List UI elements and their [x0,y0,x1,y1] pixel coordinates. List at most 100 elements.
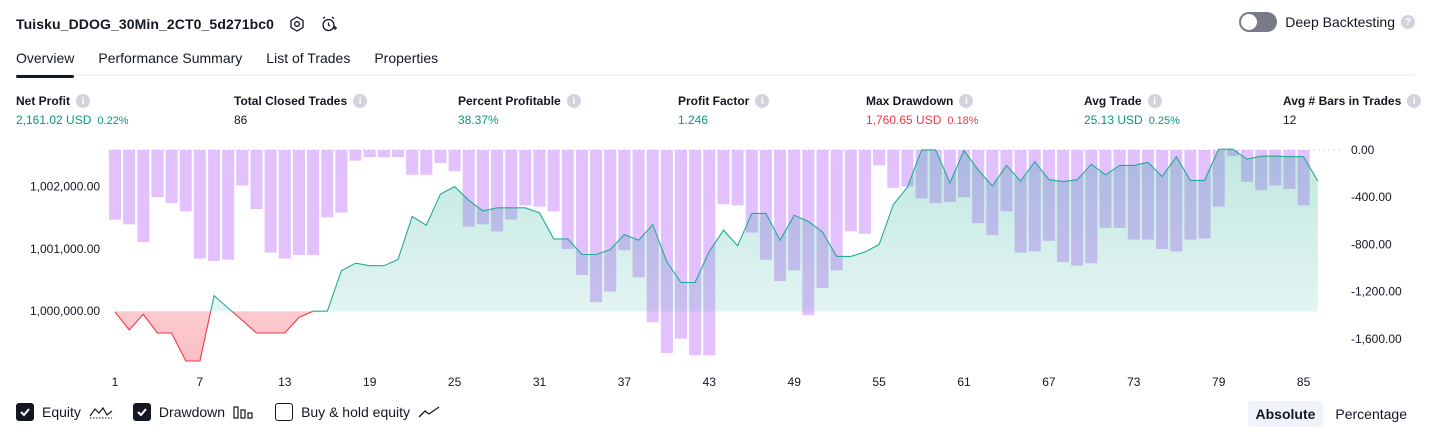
drawdown-bar [476,150,489,225]
drawdown-bar [307,150,320,255]
absolute-button[interactable]: Absolute [1247,401,1324,427]
info-icon[interactable]: i [755,94,770,108]
x-tick-label: 37 [618,375,632,389]
drawdown-bar [873,150,886,166]
drawdown-bar [689,150,702,356]
drawdown-bar [830,150,843,271]
buy-hold-checkbox[interactable] [275,403,294,421]
metric-label: Percent Profitable [458,94,561,108]
deep-backtesting-label: Deep Backtesting [1285,14,1395,30]
add-alert-icon[interactable] [320,15,338,33]
tab-properties[interactable]: Properties [374,50,439,66]
y-left-tick-label: 1,001,000.00 [30,242,100,256]
drawdown-bar [575,150,588,276]
drawdown-bar [434,150,447,163]
drawdown-bar [193,150,206,259]
equity-label: Equity [42,404,81,420]
x-tick-label: 79 [1212,375,1226,389]
info-icon[interactable]: i [1147,94,1162,108]
legend-equity[interactable]: Equity [16,403,113,421]
metric-value: 38.37% [458,113,499,127]
deep-backtesting-toggle[interactable] [1239,12,1278,32]
drawdown-checkbox[interactable] [132,403,151,421]
deep-backtesting: Deep Backtesting ? [1239,12,1415,32]
chart-legend: Equity Drawdown Buy & hold equity [16,403,462,421]
strategy-title: Tuisku_DDOG_30Min_2CT0_5d271bc0 [16,16,275,32]
info-icon[interactable]: i [566,94,581,108]
drawdown-bar [420,150,433,175]
drawdown-bar [717,150,730,205]
tab-bar: Overview Performance Summary List of Tra… [16,46,1415,78]
drawdown-bar [222,150,235,260]
metric-label: Avg Trade [1084,94,1142,108]
x-tick-label: 49 [788,375,802,389]
info-icon[interactable]: i [76,94,90,108]
drawdown-bar [335,150,348,213]
tab-overview[interactable]: Overview [16,46,75,78]
legend-buy-hold[interactable]: Buy & hold equity [275,403,442,421]
metric-label: Total Closed Trades [234,94,348,108]
drawdown-bar [349,150,362,161]
info-icon[interactable]: i [959,94,974,108]
drawdown-bar [278,150,291,259]
percentage-button[interactable]: Percentage [1335,406,1407,422]
metric-profit-factor: Profit Factor i 1.246 [678,94,770,127]
metric-value: 1,760.65 USD [866,113,942,127]
drawdown-bar [363,150,376,158]
metric-total-closed-trades: Total Closed Trades i 86 [234,94,368,127]
equity-area-positive [210,149,1318,312]
metric-label: Net Profit [16,94,70,108]
x-tick-label: 25 [448,375,462,389]
drawdown-bar [236,150,249,186]
info-icon[interactable]: i [1407,94,1422,108]
drawdown-bar [292,150,305,255]
y-right-tick-label: -400.00 [1351,190,1392,204]
drawdown-bar [377,150,390,158]
equity-line-positive [210,148,1319,312]
drawdown-bar [533,150,546,207]
drawdown-bar [137,150,150,243]
buy-hold-label: Buy & hold equity [301,404,411,420]
y-left-tick-label: 1,000,000.00 [30,304,100,318]
equity-line-negative [114,311,328,362]
help-icon[interactable]: ? [1401,15,1415,29]
legend-drawdown[interactable]: Drawdown [132,403,255,421]
drawdown-bar [561,150,574,250]
drawdown-bar [745,150,758,233]
drawdown-bar [165,150,178,204]
metric-sub: 0.18% [947,115,979,127]
metrics-row: Net Profit i 2,161.02 USD 0.22% Total Clos… [0,94,1431,130]
settings-icon[interactable] [288,15,306,33]
y-right-tick-label: -1,600.00 [1351,332,1402,346]
drawdown-bar [123,150,136,225]
tab-performance-summary[interactable]: Performance Summary [98,50,243,66]
x-tick-label: 7 [197,375,204,389]
drawdown-bar [151,150,164,198]
x-tick-label: 67 [1042,375,1056,389]
x-tick-label: 13 [278,375,292,389]
metric-label: Profit Factor [678,94,750,108]
drawdown-bar [858,150,871,234]
metric-value: 12 [1283,113,1297,127]
header-bar: Tuisku_DDOG_30Min_2CT0_5d271bc0 [16,12,338,36]
drawdown-bar [448,150,461,172]
bars-icon [233,405,255,419]
drawdown-label: Drawdown [158,404,226,420]
drawdown-bar [392,150,404,158]
x-tick-label: 19 [363,375,377,389]
x-tick-label: 85 [1297,375,1311,389]
drawdown-bar [208,150,221,261]
equity-checkbox[interactable] [16,403,34,421]
y-right-tick-label: 0.00 [1351,143,1375,157]
tab-list-of-trades[interactable]: List of Trades [266,50,351,66]
metric-label: Avg # Bars in Trades [1283,94,1402,108]
drawdown-bar [264,150,277,253]
metric-value: 25.13 USD [1084,113,1143,127]
equity-drawdown-chart: 1,000,000.00 1,001,000.00 1,002,000.00 0.00… [30,143,1402,389]
x-tick-label: 55 [872,375,886,389]
x-tick-label: 73 [1127,375,1141,389]
drawdown-bar [618,150,631,251]
info-icon[interactable]: i [353,94,368,108]
metric-sub: 0.25% [1148,115,1180,127]
drawdown-bar [109,150,121,220]
